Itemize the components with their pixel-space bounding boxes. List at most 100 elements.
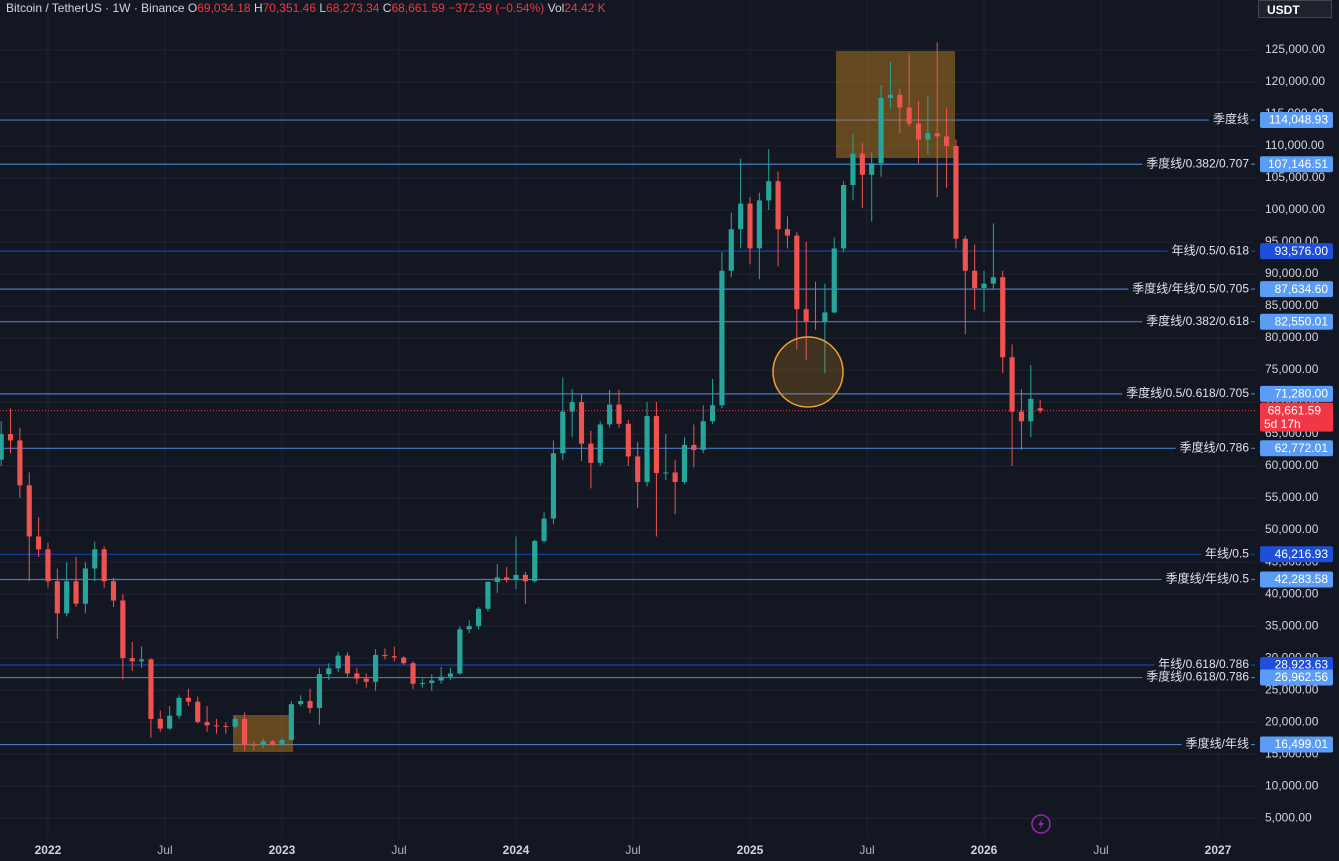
candle-body	[1037, 408, 1043, 411]
y-tick-label: 20,000.00	[1265, 714, 1319, 728]
candle-body	[0, 434, 4, 460]
candle-body	[878, 97, 884, 164]
y-tick-label: 50,000.00	[1265, 522, 1319, 536]
level-name: 季度线/年线/0.5	[1166, 571, 1250, 586]
candle-body	[279, 740, 285, 745]
candle-body	[681, 444, 688, 483]
candle-body	[925, 133, 931, 140]
candle-body	[157, 718, 163, 729]
candle-body	[1009, 357, 1015, 412]
level-name-bg	[1142, 157, 1251, 172]
candle-body	[148, 659, 154, 719]
candle-body	[934, 133, 940, 137]
candle-body	[232, 718, 238, 727]
candle-body	[17, 440, 23, 486]
candle-body	[897, 94, 903, 108]
countdown: 5d 17h	[1264, 417, 1301, 431]
candle-body	[26, 485, 32, 537]
level-value-bg	[1260, 571, 1333, 588]
candle-body	[110, 581, 117, 601]
level-name-bg	[1122, 386, 1251, 401]
candle-body	[401, 657, 407, 664]
candle-body	[972, 270, 978, 289]
level-value-bg	[1260, 669, 1333, 686]
candle-body	[962, 238, 968, 271]
candle-body	[775, 181, 781, 230]
y-tick-label: 110,000.00	[1265, 138, 1324, 152]
ohlc-value: 68,273.34	[326, 1, 380, 15]
candle-body	[129, 658, 135, 662]
y-tick-label: 40,000.00	[1265, 586, 1319, 600]
level-name: 年线/0.5/0.618	[1172, 243, 1250, 257]
candle-body	[990, 277, 996, 284]
y-tick-label: 85,000.00	[1265, 298, 1319, 312]
x-tick-label: Jul	[1093, 843, 1108, 857]
y-tick-label: 75,000.00	[1265, 362, 1319, 376]
candle-body	[803, 309, 809, 322]
candle-body	[981, 283, 987, 289]
ohlc-key: C	[382, 1, 392, 15]
candle-body	[213, 725, 220, 727]
level-name: 年线/0.618/0.786	[1158, 657, 1249, 671]
candle-body	[45, 549, 51, 582]
candle-body	[494, 577, 500, 582]
level-value: 93,576.00	[1275, 244, 1329, 258]
candle-body	[223, 725, 229, 727]
candle-body	[354, 673, 360, 679]
alert-icon-bolt	[1038, 818, 1044, 830]
last-price-bg	[1260, 402, 1333, 432]
level-name-bg	[1175, 441, 1251, 456]
candle-body	[382, 654, 388, 657]
level-name: 季度线/0.786	[1180, 439, 1250, 454]
candle-body	[373, 654, 379, 682]
candle-body	[560, 411, 566, 454]
level-value-bg	[1260, 112, 1333, 129]
highlight-box	[836, 51, 955, 158]
candle-body	[943, 136, 950, 146]
levels	[0, 119, 1255, 746]
candle-body	[438, 676, 444, 681]
level-value-bg	[1260, 656, 1333, 673]
candle-body	[167, 715, 173, 729]
candle-body	[653, 416, 659, 474]
alert-icon[interactable]	[1031, 814, 1051, 834]
candle-body	[326, 668, 332, 675]
y-tick-label: 35,000.00	[1265, 618, 1319, 632]
y-tick-label: 105,000.00	[1265, 170, 1325, 184]
candle-body	[663, 472, 669, 474]
symbol: Bitcoin / TetherUS · 1W · Binance	[6, 1, 185, 15]
candle-body	[784, 229, 791, 236]
currency-button[interactable]: USDT	[1258, 0, 1332, 18]
change: −372.59 (−0.54%)	[448, 1, 545, 15]
candle-body	[185, 697, 191, 702]
candle-body	[709, 405, 716, 422]
level-value: 107,146.51	[1268, 157, 1328, 171]
candle-body	[363, 678, 369, 682]
candle-body	[260, 741, 266, 746]
level-name: 季度线/0.618/0.786	[1146, 669, 1249, 684]
level-name: 季度线/年线	[1186, 736, 1249, 751]
candle-body	[578, 402, 585, 444]
level-labels: 季度线 114,048.93 季度线/0.382/0.707 107,146.51 年线…	[1122, 111, 1333, 753]
candle-body	[139, 659, 145, 662]
candle-body	[822, 312, 828, 323]
level-value: 28,923.63	[1275, 658, 1329, 672]
candle-body	[120, 600, 126, 659]
candle-body	[831, 248, 837, 313]
candle-body	[700, 421, 706, 451]
candle-body	[616, 404, 622, 424]
level-value-bg	[1260, 243, 1333, 260]
level-name-bg	[1142, 314, 1251, 329]
candle-body	[307, 701, 313, 709]
level-name: 季度线	[1213, 111, 1249, 126]
candle-body	[485, 581, 491, 609]
candle-body	[569, 402, 575, 412]
candle-body	[1000, 277, 1006, 358]
x-tick-label: 2027	[1205, 843, 1232, 857]
level-name-bg	[1208, 113, 1251, 128]
level-value-bg	[1260, 313, 1333, 330]
candle-body	[101, 549, 107, 582]
y-tick-label: 80,000.00	[1265, 330, 1319, 344]
